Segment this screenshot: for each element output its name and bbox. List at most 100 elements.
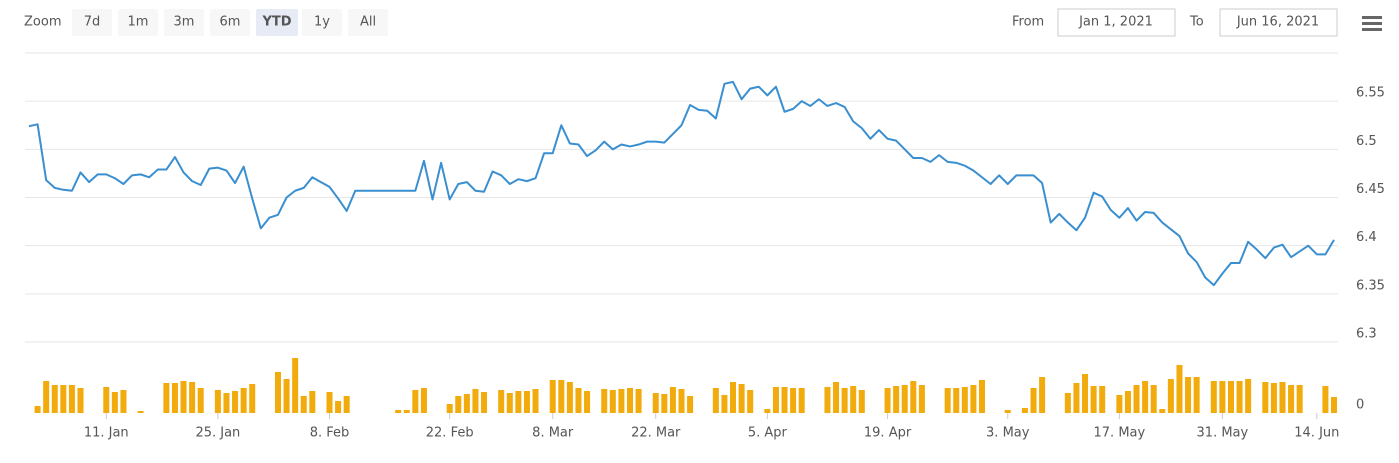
volume-bar (515, 391, 522, 413)
menu-button[interactable] (1362, 16, 1382, 31)
range-button[interactable] (210, 9, 250, 36)
volume-bar (824, 387, 831, 413)
zoom-label: Zoom (24, 15, 61, 30)
range-button[interactable] (72, 9, 112, 36)
range-button-label[interactable]: 7d (84, 15, 101, 30)
range-button-label[interactable]: 1y (314, 15, 330, 30)
volume-bar (747, 390, 754, 413)
volume-bar (1167, 379, 1174, 413)
volume-bar (1236, 381, 1243, 413)
volume-bar (1039, 377, 1046, 413)
volume-bar (292, 358, 299, 413)
x-tick-label: 3. May (986, 426, 1030, 441)
volume-bar (893, 386, 900, 413)
range-button[interactable] (164, 9, 204, 36)
volume-bar (944, 388, 951, 413)
volume-bar (884, 388, 891, 413)
volume-bar (566, 382, 573, 413)
volume-bar (978, 380, 985, 413)
volume-bar (60, 385, 67, 413)
volume-bar (455, 396, 462, 413)
volume-bar (309, 391, 316, 413)
volume-bar (343, 396, 350, 413)
volume-bar (137, 411, 144, 413)
volume-bar (223, 393, 230, 413)
volume-bar (601, 389, 608, 413)
volume-bar (214, 390, 221, 413)
y-tick-label: 6.4 (1356, 230, 1377, 245)
volume-bar (953, 388, 960, 413)
volume-bar (498, 390, 505, 413)
volume-bar (77, 388, 84, 413)
volume-bar (678, 389, 685, 413)
volume-bar (532, 389, 539, 413)
volume-bar (1270, 383, 1277, 413)
volume-bar (918, 385, 925, 413)
volume-bar (34, 406, 41, 413)
y-tick-label: 6.45 (1356, 182, 1385, 197)
from-value[interactable]: Jan 1, 2021 (1078, 15, 1153, 30)
volume-bar (618, 389, 625, 413)
x-tick-label: 19. Apr (864, 426, 912, 441)
volume-bar (1150, 385, 1157, 413)
volume-bar (1159, 409, 1166, 413)
volume-bar (841, 388, 848, 413)
volume-bar (738, 384, 745, 413)
volume-bar (626, 388, 633, 413)
from-input[interactable] (1057, 8, 1176, 37)
volume-bar (120, 390, 127, 413)
x-tick-label: 5. Apr (748, 426, 788, 441)
volume-bar (1330, 397, 1338, 413)
volume-bar (1288, 385, 1295, 413)
to-value[interactable]: Jun 16, 2021 (1236, 15, 1319, 30)
volume-bar (833, 382, 840, 413)
volume-bar (669, 387, 676, 413)
volume-bar (1124, 391, 1131, 413)
volume-bar (772, 387, 779, 413)
volume-bar (180, 381, 187, 413)
volume-bar (910, 381, 917, 413)
range-button[interactable] (302, 9, 342, 36)
x-tick-label: 25. Jan (195, 426, 240, 441)
volume-bar (395, 410, 402, 413)
volume-bar (1082, 374, 1089, 413)
range-button-label[interactable]: 3m (174, 15, 195, 30)
from-label: From (1012, 15, 1044, 30)
x-tick-label: 8. Feb (310, 426, 350, 441)
range-button[interactable] (348, 9, 388, 36)
volume-bar (189, 382, 196, 413)
to-input[interactable] (1219, 8, 1338, 37)
volume-bar (335, 401, 342, 413)
price-line (28, 80, 1335, 287)
volume-bar (721, 395, 728, 413)
y2-tick-label: 0 (1356, 398, 1364, 413)
volume-bar (1142, 381, 1149, 413)
volume-bar (1176, 365, 1183, 413)
volume-bar (506, 393, 513, 413)
volume-bar (481, 392, 488, 413)
volume-bar (300, 396, 307, 413)
range-button-label[interactable]: All (360, 15, 376, 30)
volume-bar (970, 385, 977, 413)
volume-bar (463, 394, 470, 413)
volume-bar (609, 390, 616, 413)
range-button-label[interactable]: 1m (128, 15, 149, 30)
volume-bar (1116, 395, 1123, 413)
volume-bar (274, 372, 281, 413)
volume-bar (858, 390, 865, 413)
range-button-label[interactable]: YTD (261, 15, 291, 30)
volume-bar (240, 388, 247, 413)
volume-bar (1279, 382, 1286, 413)
volume-bar (1227, 381, 1234, 413)
volume-bar (412, 390, 419, 413)
volume-bar (163, 383, 170, 413)
volume-bar (558, 380, 565, 413)
range-button[interactable] (256, 9, 298, 36)
range-button-label[interactable]: 6m (220, 15, 241, 30)
x-tick-label: 22. Mar (631, 426, 681, 441)
volume-bar (584, 391, 591, 413)
volume-bar (1004, 410, 1011, 413)
range-button[interactable] (118, 9, 158, 36)
volume-bar (764, 409, 771, 413)
